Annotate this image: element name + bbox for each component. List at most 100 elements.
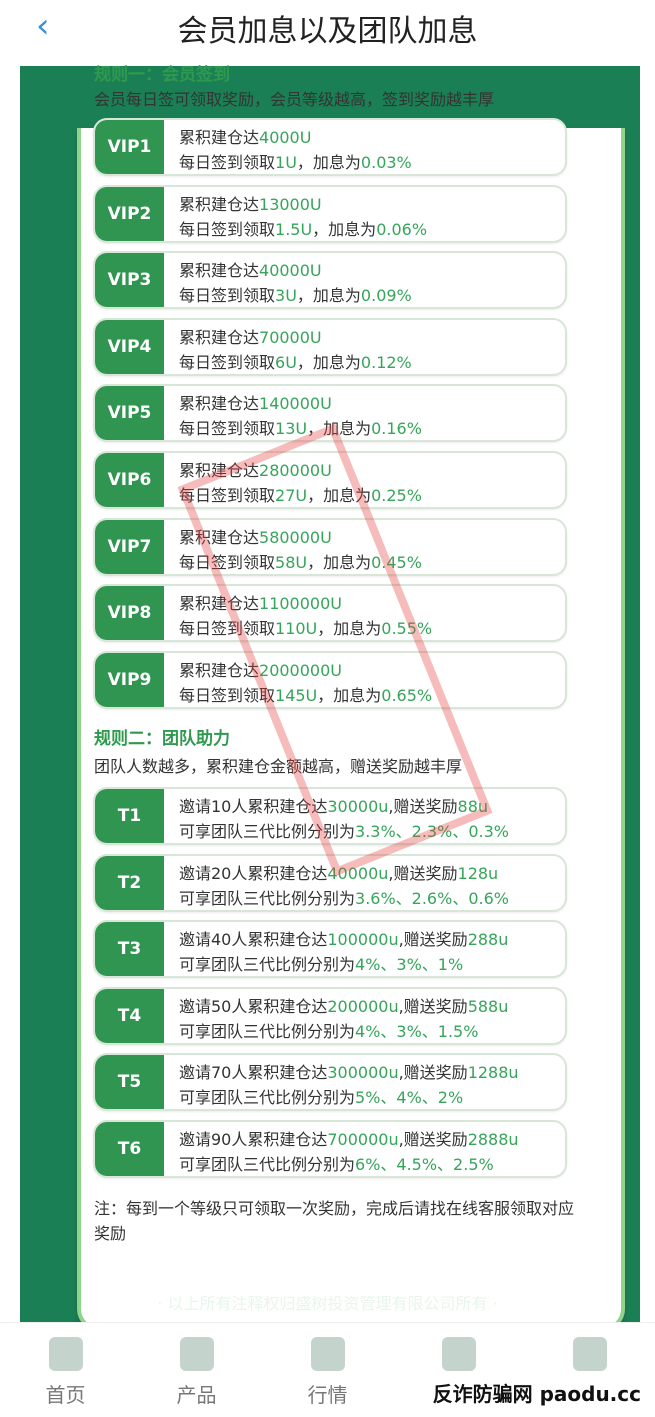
label: ,赠送奖励 [398, 1130, 468, 1149]
amount: 200000u [327, 996, 399, 1016]
nav-item[interactable]: 行情 [262, 1323, 393, 1417]
rule2-desc: 团队人数越多，累积建仓金额越高，赠送奖励越丰厚 [94, 757, 463, 776]
reward: 13U [275, 419, 308, 439]
label: ，加息为 [317, 619, 382, 639]
rates: 4%、3%、1% [355, 955, 464, 975]
vip-row: VIP8 累积建仓达1100000U 每日签到领取110U，加息为0.55% [93, 584, 567, 643]
rate: 0.12% [360, 352, 412, 372]
amount: 140000U [259, 394, 332, 414]
team-row: T5 邀请70人累积建仓达300000u,赠送奖励1288u 可享团队三代比例分… [93, 1053, 567, 1112]
page-title: 会员加息以及团队加息 [177, 14, 478, 49]
vip-row: VIP1 累积建仓达4000U 每日签到领取1U，加息为0.03% [93, 118, 567, 176]
vip-row: VIP4 累积建仓达70000U 每日签到领取6U，加息为0.12% [93, 317, 567, 376]
label: 邀请70人累积建仓达 [179, 1063, 328, 1083]
label: ，加息为 [307, 486, 372, 505]
label: ,赠送奖励 [398, 930, 468, 950]
bonus: 2888u [467, 1130, 519, 1149]
team-tag: T5 [95, 1055, 164, 1110]
team-tag: T1 [95, 789, 164, 843]
reward: 145U [275, 685, 318, 705]
rates: 3.3%、2.3%、0.3% [355, 822, 509, 841]
reward: 3U [275, 286, 297, 306]
vip-tag: VIP2 [95, 186, 164, 241]
product-icon [179, 1337, 214, 1371]
team-tag: T2 [95, 855, 164, 910]
amount: 700000u [327, 1130, 399, 1149]
label: 每日签到领取 [179, 619, 276, 639]
rule1-title: 规则一：会员签到 [94, 65, 230, 85]
reward: 27U [275, 486, 308, 505]
amount: 280000U [259, 461, 332, 480]
amount: 300000u [327, 1063, 399, 1083]
team-row: T1 邀请10人累积建仓达30000u,赠送奖励88u 可享团队三代比例分别为3… [93, 787, 567, 845]
nav-item[interactable] [524, 1323, 655, 1417]
copyright-footer: · 以上所有注释权归盛树投资管理有限公司所有 · [157, 1294, 498, 1313]
vip-row: VIP3 累积建仓达40000U 每日签到领取3U，加息为0.09% [93, 251, 567, 310]
bonus: 128u [457, 863, 499, 883]
label: 每日签到领取 [179, 153, 276, 172]
rate: 0.55% [381, 619, 433, 639]
label: ,赠送奖励 [388, 863, 458, 883]
rate: 0.45% [371, 552, 422, 572]
label: ,赠送奖励 [398, 1063, 468, 1083]
label: 累积建仓达 [179, 461, 260, 480]
rate: 0.06% [376, 219, 428, 239]
amount: 1100000U [259, 594, 342, 614]
label: 可享团队三代比例分别为 [179, 1021, 356, 1041]
label: ，加息为 [312, 219, 377, 239]
header: ‹ 会员加息以及团队加息 [0, 0, 655, 62]
nav-item[interactable]: 产品 [131, 1323, 262, 1417]
vip-tag: VIP5 [95, 386, 164, 441]
amount: 70000U [259, 327, 322, 347]
vip-row: VIP5 累积建仓达140000U 每日签到领取13U，加息为0.16% [93, 384, 567, 443]
team-row: T4 邀请50人累积建仓达200000u,赠送奖励588u 可享团队三代比例分别… [93, 986, 567, 1045]
amount: 30000u [327, 797, 389, 816]
back-button[interactable]: ‹ [36, 6, 50, 46]
team-tag: T3 [95, 922, 164, 977]
label: 每日签到领取 [179, 685, 276, 705]
amount: 40000U [259, 261, 322, 281]
site-watermark: 反诈防骗网 paodu.cc [432, 1378, 641, 1407]
nav-item[interactable]: 首页 [0, 1323, 131, 1417]
label: ，加息为 [296, 286, 361, 306]
bonus: 288u [467, 930, 509, 950]
vip-row: VIP9 累积建仓达2000000U 每日签到领取145U，加息为0.65% [93, 650, 567, 709]
team-row: T3 邀请40人累积建仓达100000u,赠送奖励288u 可享团队三代比例分别… [93, 920, 567, 979]
reward: 6U [275, 352, 297, 372]
note: 注：每到一个等级只可领取一次奖励，完成后请找在线客服领取对应奖励 [94, 1199, 575, 1243]
vip-tag: VIP8 [95, 586, 164, 641]
bonus: 88u [457, 797, 489, 816]
reward: 110U [275, 619, 318, 639]
nav-label: 行情 [307, 1383, 348, 1407]
label: ，加息为 [307, 552, 372, 572]
label: 每日签到领取 [179, 286, 276, 306]
nav-item[interactable] [393, 1323, 524, 1417]
label: 累积建仓达 [179, 327, 260, 347]
label: ，加息为 [307, 419, 372, 439]
user-icon [572, 1337, 607, 1371]
vip-tag: VIP3 [95, 253, 164, 308]
label: 累积建仓达 [179, 527, 260, 547]
vip-tag: VIP1 [95, 120, 164, 174]
vip-tag: VIP4 [95, 319, 164, 374]
home-icon [48, 1337, 83, 1371]
chart-icon [310, 1337, 345, 1371]
label: 邀请40人累积建仓达 [179, 930, 328, 950]
reward: 1U [275, 153, 297, 172]
rate: 0.16% [371, 419, 422, 439]
label: 累积建仓达 [179, 261, 260, 281]
rate: 0.09% [360, 286, 412, 306]
rule1-desc: 会员每日签可领取奖励，会员等级越高，签到奖励越丰厚 [94, 90, 495, 109]
vip-row: VIP2 累积建仓达13000U 每日签到领取1.5U，加息为0.06% [93, 184, 567, 243]
bonus: 1288u [467, 1063, 519, 1083]
label: ，加息为 [317, 685, 382, 705]
label: 邀请10人累积建仓达 [179, 797, 328, 816]
vip-tag: VIP6 [95, 453, 164, 507]
label: 每日签到领取 [179, 486, 276, 505]
bonus: 588u [467, 996, 509, 1016]
label: 邀请20人累积建仓达 [179, 863, 328, 883]
label: 可享团队三代比例分别为 [179, 1088, 356, 1108]
vip-tag: VIP7 [95, 519, 164, 574]
rates: 4%、3%、1.5% [355, 1021, 479, 1041]
rule2-title: 规则二：团队助力 [94, 729, 230, 749]
